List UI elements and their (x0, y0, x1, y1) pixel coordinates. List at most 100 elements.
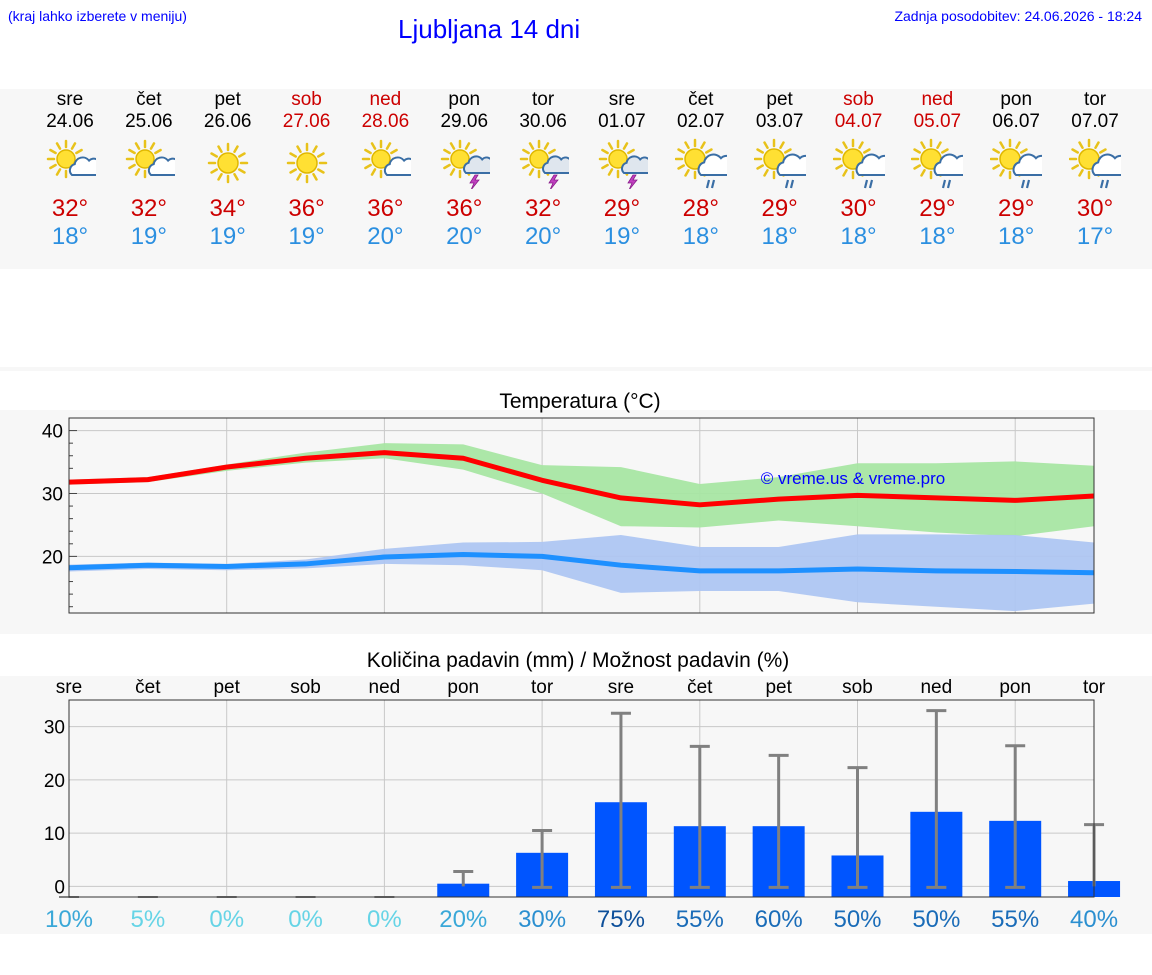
min-temperature: 19° (130, 223, 167, 250)
x-tick-label: čet (687, 677, 713, 698)
max-temperature: 32° (51, 195, 89, 222)
max-temperature: 28° (682, 195, 719, 222)
day-name: ned (369, 89, 402, 110)
precipitation-probability: 0% (288, 906, 323, 933)
y-tick-label: 20 (44, 771, 65, 792)
max-temperature: 32° (130, 195, 167, 222)
day-date: 04.07 (834, 111, 883, 132)
precipitation-probability: 60% (755, 906, 803, 933)
x-tick-label: čet (135, 677, 161, 698)
max-temperature: 29° (919, 195, 956, 222)
day-name: sob (843, 89, 874, 110)
day-name: pet (766, 89, 793, 110)
error-bar (532, 828, 553, 889)
chart-title: Temperatura (°C) (499, 390, 660, 413)
last-update: Zadnja posodobitev: 24.06.2026 - 18:24 (894, 8, 1142, 24)
min-temperature: 17° (1076, 223, 1114, 250)
day-date: 02.07 (677, 111, 725, 132)
sun-cloud-icon (125, 139, 175, 179)
precipitation-probability: 75% (597, 906, 645, 933)
day-date: 06.07 (992, 111, 1040, 132)
x-tick-label: tor (531, 677, 554, 698)
min-temperature: 18° (919, 223, 956, 250)
forecast-days-band (0, 89, 1152, 269)
forecast-day: sre 24.06 32° 18° (30, 89, 110, 251)
day-date: 05.07 (913, 111, 962, 132)
day-name: tor (1083, 89, 1107, 110)
y-tick-label: 40 (42, 422, 63, 443)
x-tick-label: pon (999, 677, 1031, 698)
max-temperature: 36° (446, 195, 483, 222)
precipitation-chart: Količina padavin (mm) / Možnost padavin … (44, 649, 1121, 933)
day-name: sob (291, 89, 322, 110)
y-tick-label: 20 (42, 547, 63, 568)
min-temperature-line (68, 552, 1095, 576)
sun-rain-icon (1069, 138, 1122, 189)
plot-border (68, 699, 1095, 898)
precipitation-probability: 50% (833, 906, 881, 933)
day-date: 26.06 (203, 111, 252, 132)
chart-title: Količina padavin (mm) / Možnost padavin … (367, 649, 790, 672)
x-tick-label: sob (290, 677, 321, 698)
x-tick-label: sob (842, 677, 873, 698)
max-temperature: 29° (761, 195, 798, 222)
forecast-day: pon 29.06 36° 20° (424, 89, 504, 251)
separator (0, 367, 1152, 371)
day-date: 27.06 (282, 111, 331, 132)
day-name: čet (688, 89, 714, 110)
max-temperature: 36° (288, 195, 325, 222)
max-temperature: 29° (603, 195, 641, 222)
forecast-day: čet 25.06 32° 19° (109, 89, 189, 251)
x-tick-label: pet (765, 677, 792, 698)
forecast-day: pet 26.06 34° 19° (188, 89, 268, 251)
precipitation-probability: 40% (1070, 906, 1118, 933)
location-hint: (kraj lahko izberete v meniju) (8, 8, 187, 24)
watermark: © vreme.us & vreme.pro (761, 469, 945, 488)
sun-storm-icon (519, 139, 570, 189)
day-name: pon (448, 89, 481, 110)
x-tick-label: ned (369, 677, 401, 698)
min-temperature: 18° (51, 223, 89, 250)
precipitation-probability: 0% (367, 906, 402, 933)
plot-border (68, 417, 1095, 614)
y-tick-label: 0 (54, 877, 65, 898)
forecast-day: čet 02.07 28° 18° (661, 89, 741, 251)
sun-rain-icon (911, 138, 964, 189)
forecast-day: sob 27.06 36° 19° (267, 89, 347, 251)
day-name: tor (532, 89, 555, 110)
min-temperature-band (69, 534, 1094, 612)
min-temperature: 19° (603, 223, 641, 250)
precipitation-probability: 50% (912, 906, 960, 933)
day-name: sre (608, 89, 636, 110)
x-tick-label: sre (56, 677, 82, 698)
day-date: 01.07 (598, 111, 646, 132)
day-name: pon (1000, 89, 1033, 110)
x-tick-label: pet (213, 677, 240, 698)
max-temperature-line (68, 450, 1095, 508)
forecast-day: tor 07.07 30° 17° (1055, 89, 1135, 251)
day-name: čet (136, 89, 162, 110)
min-temperature: 18° (682, 223, 719, 250)
precipitation-bar (437, 883, 490, 897)
precipitation-probability: 5% (131, 906, 166, 933)
day-date: 03.07 (755, 111, 804, 132)
max-temperature: 32° (524, 195, 562, 222)
forecast-day: sob 04.07 30° 18° (819, 89, 899, 251)
x-tick-label: pon (447, 677, 479, 698)
error-bar (689, 744, 710, 889)
day-name: pet (214, 89, 241, 110)
max-temperature: 29° (998, 195, 1035, 222)
day-name: ned (921, 89, 954, 110)
day-date: 25.06 (125, 111, 173, 132)
max-temperature: 34° (209, 195, 246, 222)
day-date: 24.06 (46, 111, 94, 132)
x-tick-label: tor (1083, 677, 1106, 698)
y-tick-label: 10 (44, 824, 65, 845)
sun-rain-icon (753, 138, 806, 189)
error-bar (768, 753, 789, 889)
day-date: 07.07 (1071, 111, 1119, 132)
temperature-chart: Temperatura (°C) 20 30 40 © vreme.us & vreme… (42, 390, 1095, 614)
day-name: sre (56, 89, 84, 110)
sun-icon (286, 142, 327, 184)
min-temperature: 20° (524, 223, 562, 250)
